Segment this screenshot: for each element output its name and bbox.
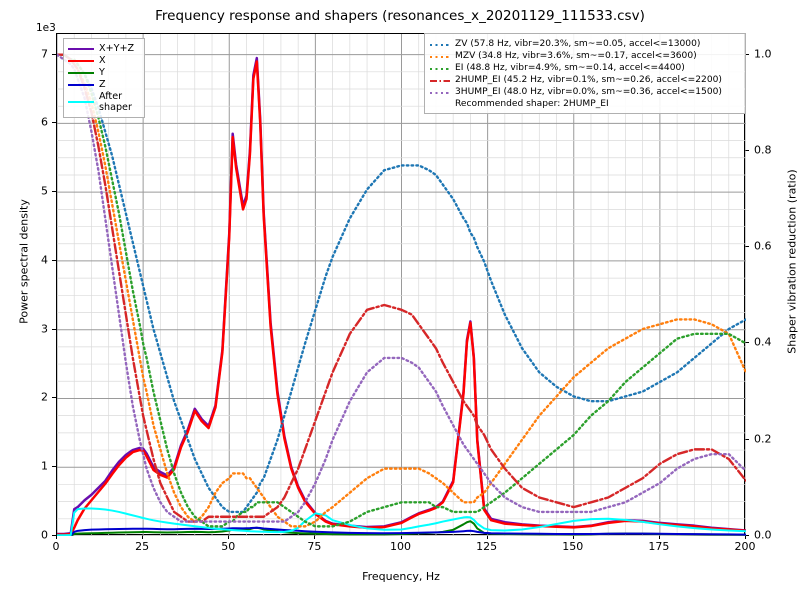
- legend-item[interactable]: X: [68, 55, 140, 66]
- legend-color-swatch: [68, 80, 94, 90]
- y-right-tick-label: 1.0: [754, 47, 772, 61]
- x-tick-mark: [56, 535, 57, 539]
- y-right-tick-mark: [745, 342, 749, 344]
- recommended-shaper-note: Recommended shaper: 2HUMP_EI: [455, 99, 609, 109]
- legend-color-swatch: [68, 56, 94, 66]
- legend-item[interactable]: Y: [68, 67, 140, 78]
- y-right-tick-label: 0.6: [754, 239, 772, 253]
- legend-label: 3HUMP_EI (48.0 Hz, vibr=0.0%, sm~=0.36, …: [455, 87, 722, 97]
- y-axis-exponent-label: 1e3: [36, 22, 56, 34]
- data-curves: [57, 53, 746, 536]
- x-tick-mark: [314, 535, 316, 539]
- x-tick-label: 200: [734, 540, 756, 553]
- y-axis-left-label: Power spectral density: [17, 199, 31, 324]
- curve-2hump_ei: [57, 53, 746, 523]
- legend-label: After shaper: [99, 91, 132, 113]
- x-tick-label: 0: [52, 540, 60, 553]
- y-left-tick-label: 2: [41, 390, 48, 404]
- x-tick-label: 100: [390, 540, 411, 553]
- curve-mzv: [57, 53, 746, 528]
- legend-shapers: ZV (57.8 Hz, vibr=20.3%, sm~=0.05, accel…: [424, 33, 746, 114]
- legend-item[interactable]: ZV (57.8 Hz, vibr=20.3%, sm~=0.05, accel…: [430, 39, 740, 50]
- legend-color-swatch: [430, 40, 450, 50]
- legend-label: ZV (57.8 Hz, vibr=20.3%, sm~=0.05, accel…: [455, 39, 701, 49]
- y-right-tick-mark: [745, 53, 749, 55]
- y-right-tick-label: 0.0: [754, 528, 772, 542]
- x-tick-mark: [228, 535, 230, 539]
- y-axis-right-label: Shaper vibration reduction (ratio): [785, 169, 799, 354]
- legend-label: X: [99, 55, 106, 66]
- legend-label: 2HUMP_EI (45.2 Hz, vibr=0.1%, sm~=0.26, …: [455, 75, 722, 85]
- y-left-tick-mark: [52, 397, 56, 399]
- curve-zv: [57, 53, 746, 514]
- legend-label: EI (48.8 Hz, vibr=4.9%, sm~=0.14, accel<…: [455, 63, 685, 73]
- legend-color-swatch: [430, 52, 450, 62]
- legend-item[interactable]: EI (48.8 Hz, vibr=4.9%, sm~=0.14, accel<…: [430, 63, 740, 74]
- y-left-tick-mark: [52, 259, 56, 261]
- legend-item[interactable]: X+Y+Z: [68, 43, 140, 54]
- x-tick-label: 75: [307, 540, 322, 553]
- x-axis-label: Frequency, Hz: [362, 570, 440, 583]
- curve-ei: [57, 53, 746, 528]
- curve-3hump_ei: [57, 53, 746, 523]
- legend-label: Y: [99, 67, 105, 78]
- legend-label: Z: [99, 79, 106, 90]
- y-left-tick-mark: [52, 328, 56, 330]
- legend-color-swatch: [430, 64, 450, 74]
- x-tick-label: 150: [562, 540, 584, 553]
- legend-color-swatch: [68, 97, 94, 107]
- curve-z: [57, 526, 746, 536]
- y-right-tick-mark: [745, 246, 749, 248]
- y-right-tick-mark: [745, 438, 749, 440]
- legend-item[interactable]: 2HUMP_EI (45.2 Hz, vibr=0.1%, sm~=0.26, …: [430, 75, 740, 86]
- plot-area: [56, 33, 746, 536]
- y-left-tick-mark: [52, 535, 56, 536]
- legend-color-swatch: [68, 44, 94, 54]
- legend-item[interactable]: Z: [68, 79, 140, 90]
- curve-after: [57, 507, 746, 536]
- y-right-tick-mark: [745, 535, 749, 536]
- legend-item[interactable]: After shaper: [68, 91, 140, 113]
- x-tick-mark: [745, 535, 746, 539]
- legend-item[interactable]: 3HUMP_EI (48.0 Hz, vibr=0.0%, sm~=0.36, …: [430, 87, 740, 98]
- y-left-tick-mark: [52, 53, 56, 55]
- legend-axes: X+Y+Z X Y Z After shaper: [63, 38, 145, 118]
- x-tick-mark: [658, 535, 660, 539]
- legend-item[interactable]: MZV (34.8 Hz, vibr=3.6%, sm~=0.17, accel…: [430, 51, 740, 62]
- x-tick-label: 125: [476, 540, 498, 553]
- y-right-tick-label: 0.8: [754, 143, 772, 157]
- y-left-tick-label: 1: [41, 459, 48, 473]
- y-left-tick-mark: [52, 466, 56, 468]
- y-left-tick-label: 4: [41, 253, 48, 267]
- x-tick-label: 25: [135, 540, 150, 553]
- y-right-tick-mark: [745, 149, 749, 151]
- y-right-tick-label: 0.4: [754, 335, 772, 349]
- x-tick-label: 50: [221, 540, 236, 553]
- x-tick-mark: [572, 535, 574, 539]
- curve-x: [57, 60, 746, 536]
- y-left-tick-label: 3: [41, 322, 48, 336]
- y-left-tick-label: 5: [41, 184, 48, 198]
- legend-color-swatch: [430, 88, 450, 98]
- legend-label: MZV (34.8 Hz, vibr=3.6%, sm~=0.17, accel…: [455, 51, 697, 61]
- legend-label: X+Y+Z: [99, 43, 135, 54]
- y-left-tick-mark: [52, 191, 56, 193]
- y-left-tick-label: 0: [41, 528, 48, 542]
- x-tick-label: 175: [648, 540, 670, 553]
- y-left-tick-label: 7: [41, 47, 48, 61]
- chart-title: Frequency response and shapers (resonanc…: [155, 8, 645, 24]
- x-tick-mark: [142, 535, 144, 539]
- y-left-tick-mark: [52, 122, 56, 124]
- x-tick-mark: [486, 535, 488, 539]
- legend-color-swatch: [430, 76, 450, 86]
- legend-color-swatch: [68, 68, 94, 78]
- x-tick-mark: [400, 535, 402, 539]
- y-right-tick-label: 0.2: [754, 432, 772, 446]
- y-left-tick-label: 6: [41, 115, 48, 129]
